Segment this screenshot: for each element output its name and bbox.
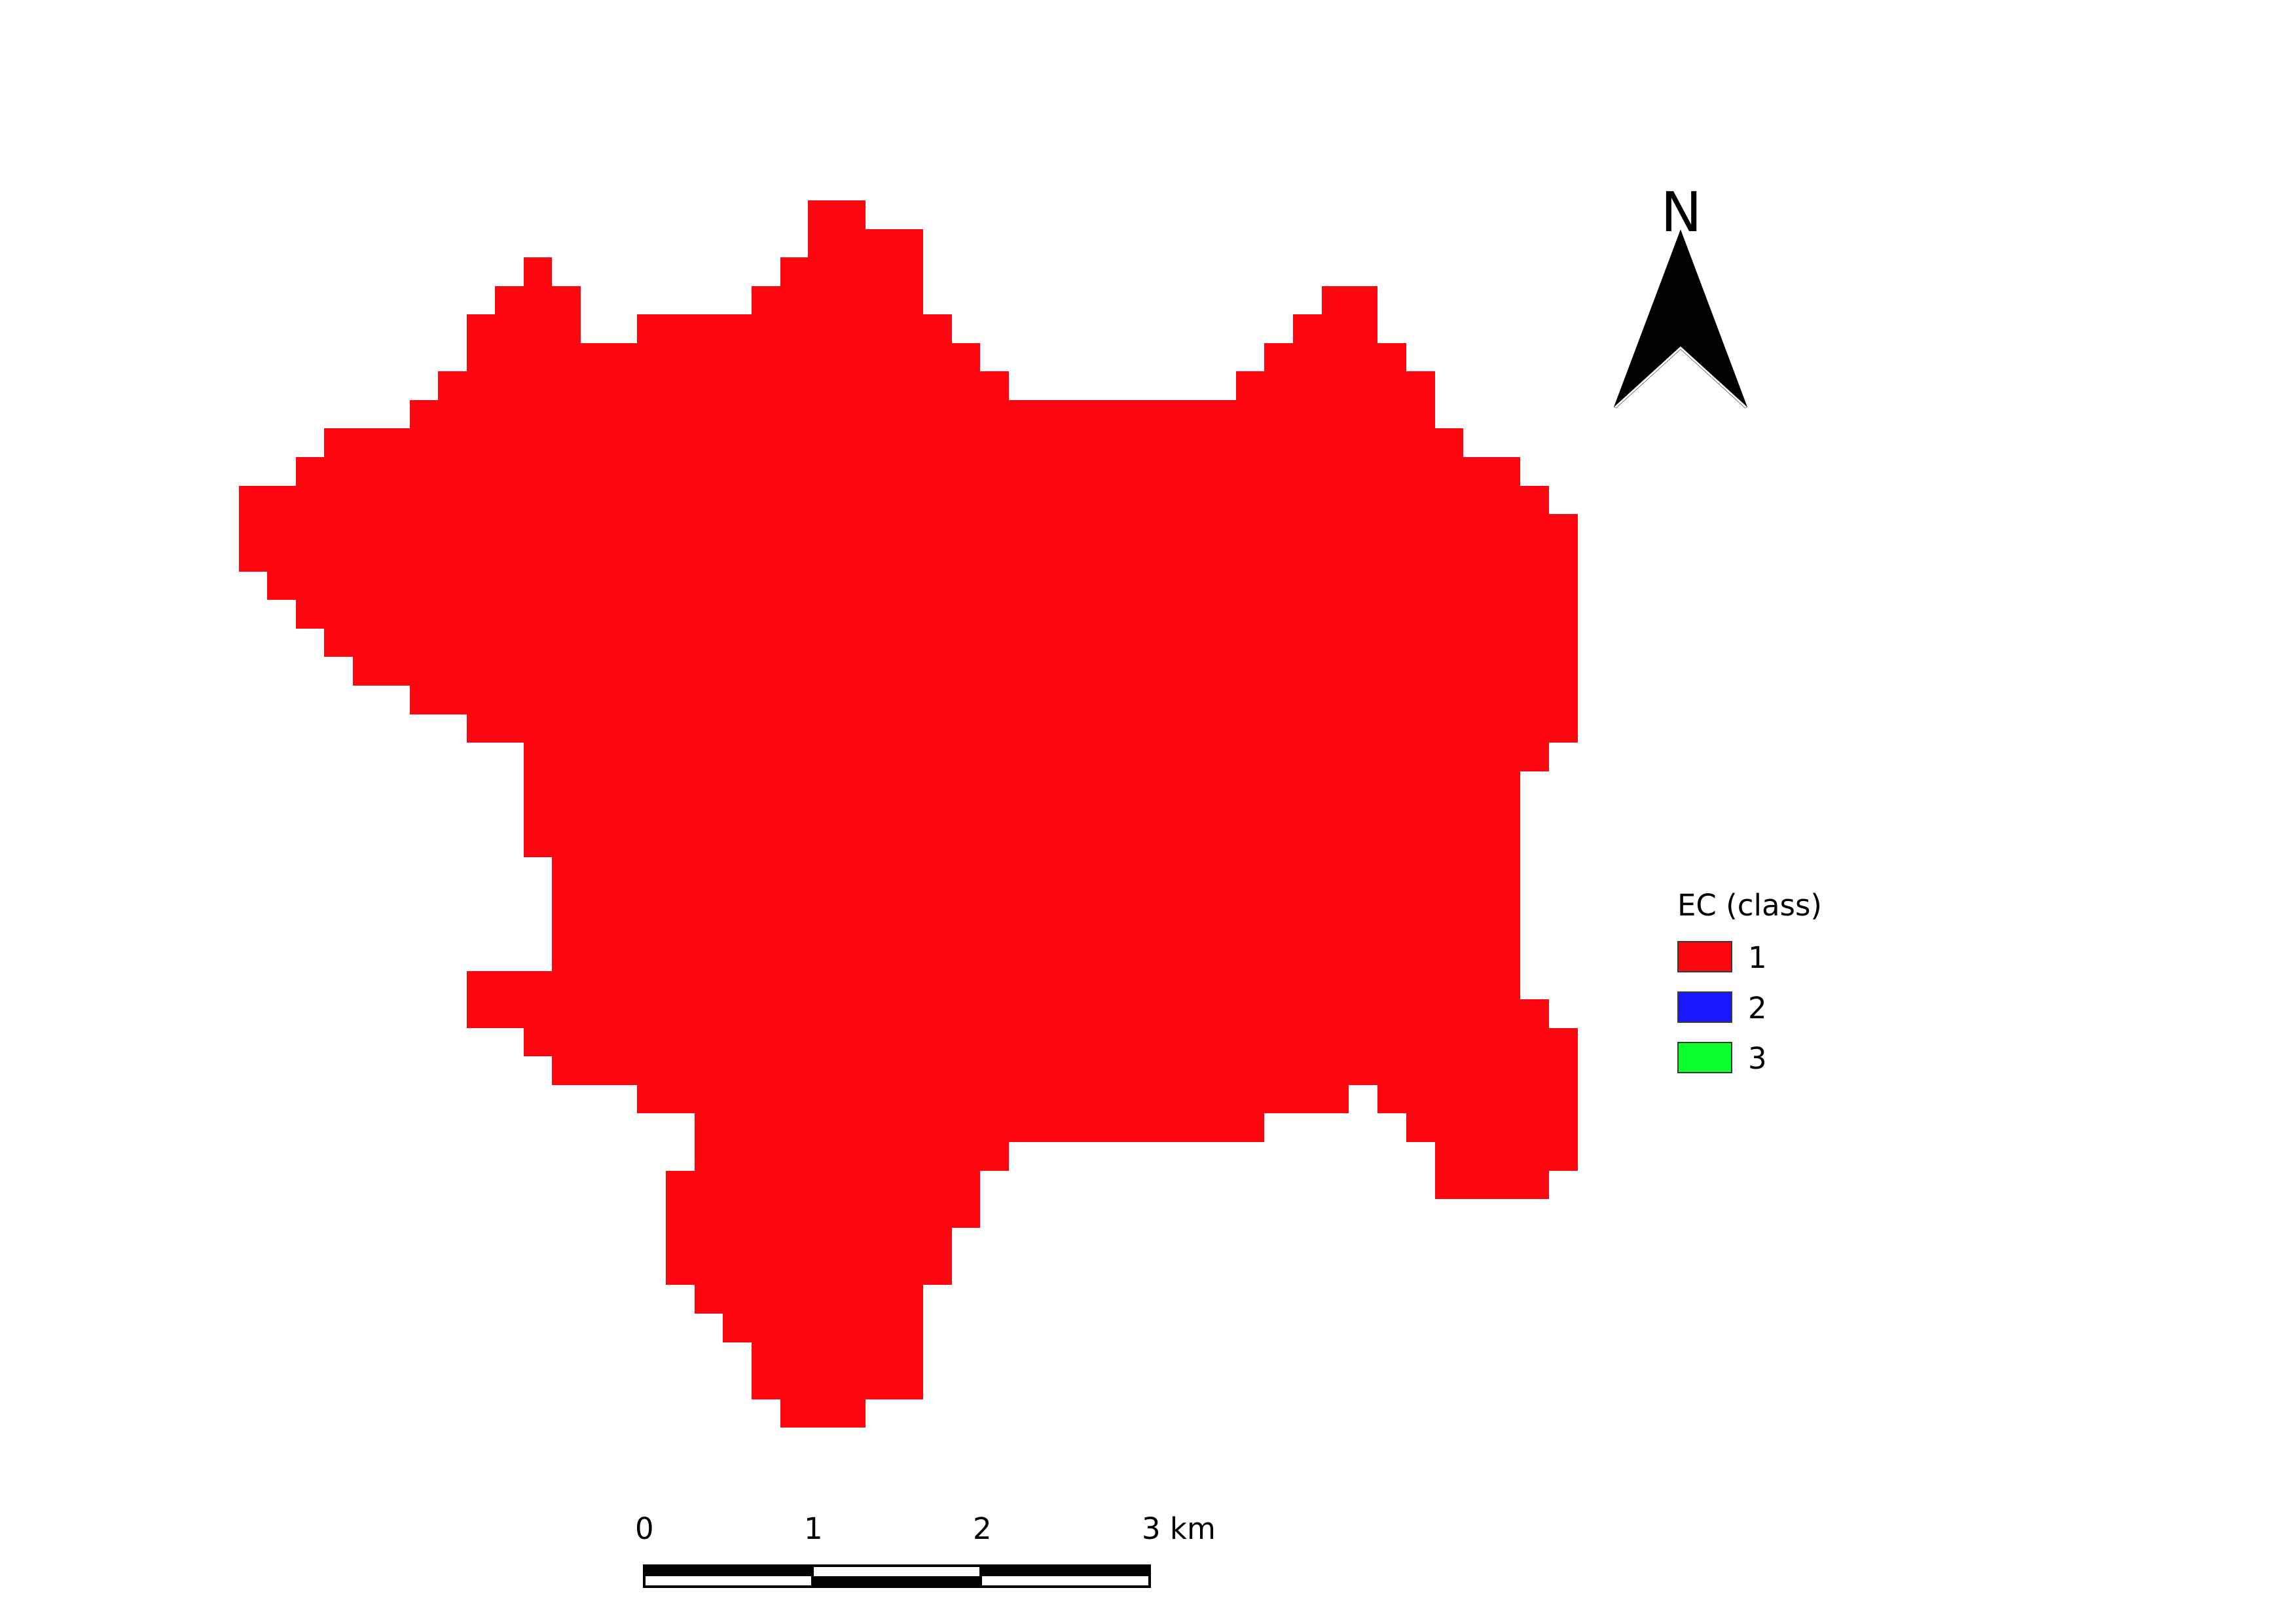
north-arrow-icon [1614,229,1747,409]
ec-class-1-region [239,200,1578,1428]
legend-item-class-1: 1 [1677,941,1887,974]
legend-swatch-class-2 [1677,991,1732,1023]
legend-label-class-3: 3 [1748,1041,1767,1076]
north-arrow-shape [1614,229,1747,409]
scale-bar [643,1564,1151,1588]
scale-label-1: 1 [804,1511,823,1546]
legend-item-class-2: 2 [1677,991,1887,1024]
scale-bar-segment-0-top [644,1566,812,1576]
legend-swatch-class-3 [1677,1042,1732,1073]
legend-item-class-3: 3 [1677,1042,1887,1075]
legend-label-class-1: 1 [1748,940,1767,975]
north-arrow-outline [1614,346,1747,409]
legend-title: EC (class) [1677,888,1822,923]
scale-label-0: 0 [635,1511,654,1546]
scale-label-2: 2 [973,1511,992,1546]
scale-label-3: 3 km [1142,1511,1216,1546]
north-label: N [1660,180,1702,244]
legend: EC (class) 1 2 3 [1677,891,1887,1087]
legend-swatch-class-1 [1677,941,1732,972]
scale-bar-segment-1-bottom [812,1576,981,1587]
legend-label-class-2: 2 [1748,991,1767,1025]
scale-bar-segment-2-top [981,1566,1150,1576]
